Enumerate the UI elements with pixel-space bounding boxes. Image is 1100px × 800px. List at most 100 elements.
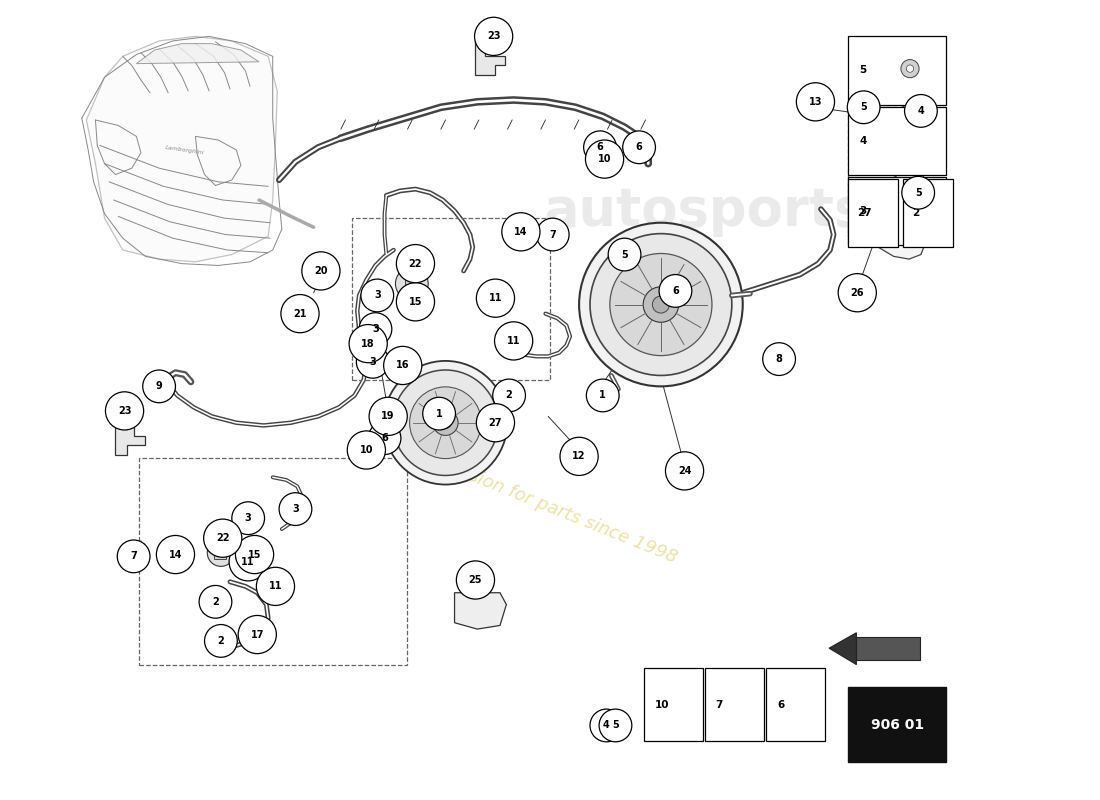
Circle shape: [609, 254, 712, 355]
Text: 7: 7: [130, 551, 138, 562]
Circle shape: [422, 398, 455, 430]
Circle shape: [440, 417, 451, 429]
Circle shape: [537, 218, 569, 251]
Text: 22: 22: [409, 258, 422, 269]
Text: 11: 11: [268, 582, 283, 591]
Text: 5: 5: [859, 66, 867, 75]
Circle shape: [409, 387, 482, 458]
Circle shape: [366, 282, 392, 308]
Circle shape: [652, 296, 670, 313]
Text: 1: 1: [436, 409, 442, 418]
Circle shape: [396, 245, 435, 282]
Text: 5: 5: [621, 250, 628, 259]
Circle shape: [364, 316, 390, 342]
Circle shape: [118, 540, 150, 573]
Circle shape: [256, 567, 295, 606]
Circle shape: [585, 140, 624, 178]
Text: 22: 22: [216, 533, 230, 543]
Circle shape: [359, 313, 392, 346]
Text: 2: 2: [912, 208, 920, 218]
Circle shape: [393, 370, 498, 475]
Circle shape: [590, 709, 623, 742]
Circle shape: [232, 502, 264, 534]
Text: 3: 3: [293, 504, 299, 514]
Circle shape: [348, 431, 385, 469]
Bar: [352, 218, 550, 380]
Polygon shape: [851, 211, 927, 259]
Bar: [848, 179, 899, 247]
Circle shape: [600, 709, 631, 742]
Text: 24: 24: [678, 466, 691, 476]
Polygon shape: [454, 593, 506, 629]
Text: 3: 3: [372, 324, 378, 334]
Circle shape: [396, 282, 435, 321]
Circle shape: [356, 346, 389, 378]
Text: 3: 3: [245, 513, 252, 523]
Text: 3: 3: [859, 206, 867, 216]
Text: 15: 15: [248, 550, 262, 559]
Bar: [644, 668, 703, 741]
Circle shape: [586, 379, 619, 412]
Text: 2: 2: [212, 597, 219, 607]
Circle shape: [579, 222, 742, 386]
Circle shape: [666, 452, 704, 490]
Text: 11: 11: [488, 293, 503, 303]
Text: autosports: autosports: [543, 185, 866, 237]
Text: 906 01: 906 01: [871, 718, 924, 731]
Circle shape: [204, 519, 242, 558]
Circle shape: [476, 279, 515, 318]
Text: 6: 6: [382, 433, 388, 443]
Text: 14: 14: [168, 550, 183, 559]
Circle shape: [838, 274, 877, 312]
Text: 25: 25: [469, 575, 482, 585]
Bar: [704, 668, 763, 741]
Circle shape: [207, 539, 234, 566]
Polygon shape: [876, 141, 906, 166]
Text: 15: 15: [409, 297, 422, 307]
Circle shape: [493, 379, 526, 412]
Circle shape: [229, 542, 267, 581]
Bar: [767, 668, 825, 741]
Text: 6: 6: [636, 142, 642, 152]
Bar: [848, 36, 946, 105]
Text: 14: 14: [514, 227, 528, 237]
Text: 12: 12: [572, 451, 586, 462]
Circle shape: [608, 238, 641, 271]
Text: 18: 18: [362, 338, 375, 349]
Text: 27: 27: [857, 208, 872, 218]
Circle shape: [156, 535, 195, 574]
Text: 2: 2: [218, 636, 224, 646]
Text: 6: 6: [778, 699, 784, 710]
Circle shape: [384, 346, 421, 385]
Bar: [848, 107, 946, 175]
Circle shape: [368, 422, 400, 454]
Text: 10: 10: [597, 154, 612, 164]
Text: 4: 4: [859, 136, 867, 146]
Text: 4: 4: [603, 721, 609, 730]
Text: 5: 5: [915, 188, 922, 198]
Text: 1: 1: [600, 390, 606, 401]
Bar: [139, 458, 407, 666]
Text: 21: 21: [294, 309, 307, 318]
Polygon shape: [87, 36, 277, 262]
Text: 23: 23: [118, 406, 131, 416]
Text: 11: 11: [241, 557, 255, 567]
Circle shape: [361, 279, 394, 312]
Bar: [848, 105, 923, 236]
Text: 7: 7: [715, 699, 723, 710]
Text: 6: 6: [672, 286, 679, 296]
Circle shape: [239, 615, 276, 654]
Bar: [405, 274, 419, 293]
Circle shape: [301, 252, 340, 290]
Circle shape: [644, 287, 679, 322]
Circle shape: [906, 65, 914, 72]
Circle shape: [279, 493, 311, 526]
Circle shape: [205, 625, 238, 658]
Circle shape: [143, 370, 176, 402]
Text: 2: 2: [506, 390, 513, 401]
Text: 11: 11: [507, 336, 520, 346]
Circle shape: [495, 322, 532, 360]
Polygon shape: [475, 41, 505, 74]
Circle shape: [902, 176, 935, 209]
Circle shape: [584, 131, 616, 164]
